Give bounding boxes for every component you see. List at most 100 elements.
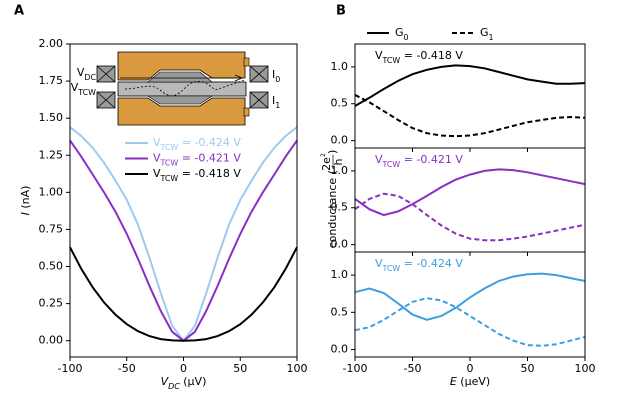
subscript: TCW [160,159,179,168]
symbol: V [153,152,161,165]
x-tick-label: 0 [180,362,187,375]
legend-label: VTCW = -0.424 V [153,136,241,152]
subscript: DC [84,73,96,82]
y-tick-label: 0.5 [331,97,349,110]
series-line [354,168,586,217]
subscript: 1 [489,33,494,42]
series-line [354,272,586,321]
text: = -0.418 V [400,49,463,62]
x-tick-label: 100 [575,362,596,375]
x-axis-label: E (μeV) [450,375,490,388]
y-tick-label: 1.0 [331,164,349,177]
subscript: TCW [382,264,401,273]
y-label-denominator: h [332,158,345,165]
inset-label: I0 [272,68,280,84]
annotation: VTCW = -0.418 V [375,49,463,65]
x-tick-label: 0 [467,362,474,375]
x-tick-label: -50 [118,362,136,375]
subscript: TCW [160,174,179,183]
axes-frame [354,251,586,358]
y-axis-label: I (nA) [19,186,32,216]
annotation: VTCW = -0.424 V [375,257,463,273]
subscript: TCW [160,143,179,152]
y-tick-label: 0.75 [39,222,64,235]
text: (μeV) [457,375,490,388]
axes-frame [69,43,298,358]
symbol: V [375,257,383,270]
y-tick-label: 0.0 [331,134,349,147]
series-line [354,94,586,138]
y-tick-label: 1.0 [331,268,349,281]
y-tick-label: 1.75 [39,74,64,87]
x-tick-label: -100 [343,362,368,375]
symbol: V [375,49,383,62]
y-tick-label: 0.25 [39,297,64,310]
series-line [354,64,586,107]
symbol: I [272,68,275,81]
symbol: I [19,212,32,215]
y-label-numerator: 2e2 [320,153,333,171]
symbol: V [153,136,161,149]
x-tick-label: 50 [521,362,535,375]
series-line [354,297,586,347]
inset-label: VDC [77,66,97,82]
inset-label: VTCW [71,81,96,97]
y-tick-label: 0.5 [331,305,349,318]
y-tick-label: 0.50 [39,260,64,273]
symbol: G [395,26,404,39]
text: (μV) [180,375,207,388]
device-schematic [96,51,269,126]
y-tick-label: 0.5 [331,201,349,214]
legend-label: G0 [395,26,409,42]
subscript: TCW [382,56,401,65]
symbol: E [450,375,457,388]
y-tick-label: 0.0 [331,343,349,356]
subscript: 0 [275,75,280,84]
y-label-text: conductance ( [326,170,339,248]
annotation: VTCW = -0.421 V [375,153,463,169]
text: = -0.418 V [178,167,241,180]
x-tick-label: 100 [287,362,308,375]
symbol: G [480,26,489,39]
text: = -0.424 V [400,257,463,270]
y-tick-label: 0.0 [331,238,349,251]
text: (nA) [19,186,32,213]
y-tick-label: 0.00 [39,334,64,347]
y-tick-label: 1.0 [331,60,349,73]
symbol: V [71,81,79,94]
y-label-close: ) [326,150,339,154]
y-tick-label: 1.25 [39,148,64,161]
legend-label: G1 [480,26,494,42]
series-line [69,246,298,342]
y-tick-label: 2.00 [39,37,64,50]
inset-label: I1 [272,94,280,110]
numerator: 2e [320,157,333,171]
y-tick-label: 1.00 [39,185,64,198]
legend-label: VTCW = -0.421 V [153,152,241,168]
numerator-sup: 2 [320,153,327,157]
symbol: I [272,94,275,107]
text: = -0.421 V [178,152,241,165]
x-axis-label: VDC (μV) [161,375,207,391]
subscript: TCW [382,160,401,169]
text: = -0.421 V [400,153,463,166]
panel-label: A [14,4,24,19]
legend-label: VTCW = -0.418 V [153,167,241,183]
symbol: V [77,66,85,79]
x-tick-label: -50 [404,362,422,375]
symbol: V [153,167,161,180]
y-tick-label: 1.50 [39,111,64,124]
symbol: V [375,153,383,166]
series-line [354,192,586,242]
panel-label: B [336,4,346,19]
subscript: TCW [77,88,96,97]
x-tick-label: -100 [58,362,83,375]
subscript: DC [168,382,180,391]
x-tick-label: 50 [233,362,247,375]
subscript: 1 [275,101,280,110]
symbol: V [161,375,170,388]
text: = -0.424 V [178,136,241,149]
subscript: 0 [404,33,409,42]
